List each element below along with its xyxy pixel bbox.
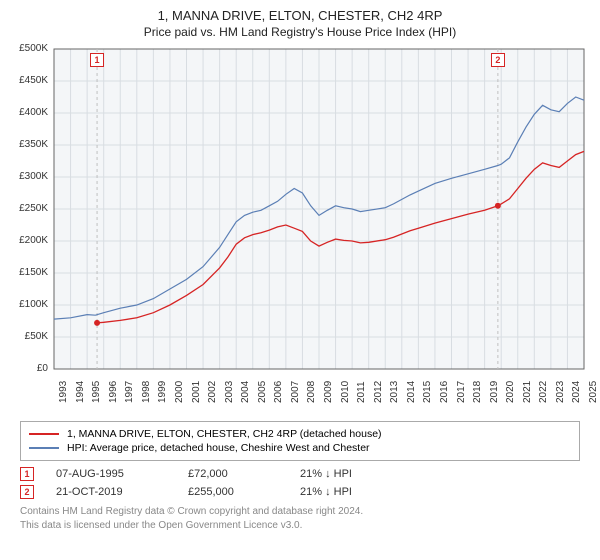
sales-table: 1 07-AUG-1995 £72,000 21% ↓ HPI 2 21-OCT-2019…	[20, 467, 590, 499]
x-tick-label: 2021	[522, 381, 533, 403]
legend-row: HPI: Average price, detached house, Ches…	[29, 442, 571, 454]
x-tick-label: 2011	[356, 381, 367, 403]
x-tick-label: 1993	[58, 381, 69, 403]
x-tick-label: 2002	[207, 381, 218, 403]
sales-row: 2 21-OCT-2019 £255,000 21% ↓ HPI	[20, 485, 590, 499]
footnote-line-2: This data is licensed under the Open Gov…	[20, 519, 590, 533]
sales-date: 21-OCT-2019	[56, 486, 166, 498]
footnote-line-1: Contains HM Land Registry data © Crown c…	[20, 505, 590, 519]
sales-delta: 21% ↓ HPI	[300, 486, 352, 498]
x-tick-label: 1997	[124, 381, 135, 403]
legend: 1, MANNA DRIVE, ELTON, CHESTER, CH2 4RP …	[20, 421, 580, 461]
y-tick-label: £300K	[10, 171, 48, 182]
x-tick-label: 2023	[555, 381, 566, 403]
sale-marker-1: 1	[90, 53, 104, 67]
sales-delta: 21% ↓ HPI	[300, 468, 352, 480]
chart-title: 1, MANNA DRIVE, ELTON, CHESTER, CH2 4RP	[10, 8, 590, 23]
x-tick-label: 2025	[588, 381, 599, 403]
x-tick-label: 2010	[340, 381, 351, 403]
chart-area: £0 £50K £100K £150K £200K £250K £300K £350K £400…	[10, 45, 590, 415]
x-tick-label: 2018	[472, 381, 483, 403]
x-tick-label: 1999	[157, 381, 168, 403]
chart-subtitle: Price paid vs. HM Land Registry's House …	[10, 25, 590, 39]
y-tick-label: £0	[10, 363, 48, 374]
x-tick-label: 1995	[91, 381, 102, 403]
chart-svg	[10, 45, 590, 415]
x-tick-label: 2000	[174, 381, 185, 403]
x-tick-label: 2019	[489, 381, 500, 403]
legend-label: 1, MANNA DRIVE, ELTON, CHESTER, CH2 4RP …	[67, 428, 382, 440]
chart-container: 1, MANNA DRIVE, ELTON, CHESTER, CH2 4RP …	[0, 0, 600, 560]
y-tick-label: £150K	[10, 267, 48, 278]
y-tick-label: £200K	[10, 235, 48, 246]
legend-swatch	[29, 433, 59, 435]
y-tick-label: £400K	[10, 107, 48, 118]
x-tick-label: 2017	[456, 381, 467, 403]
x-tick-label: 2014	[406, 381, 417, 403]
x-tick-label: 2001	[191, 381, 202, 403]
x-tick-label: 2013	[389, 381, 400, 403]
x-tick-label: 2004	[240, 381, 251, 403]
sale-marker-2: 2	[491, 53, 505, 67]
y-tick-label: £500K	[10, 43, 48, 54]
x-tick-label: 2022	[538, 381, 549, 403]
x-tick-label: 2005	[257, 381, 268, 403]
x-tick-label: 1998	[141, 381, 152, 403]
y-tick-label: £100K	[10, 299, 48, 310]
y-tick-label: £450K	[10, 75, 48, 86]
sales-marker: 2	[20, 485, 34, 499]
legend-label: HPI: Average price, detached house, Ches…	[67, 442, 370, 454]
x-tick-label: 2024	[571, 381, 582, 403]
footnote: Contains HM Land Registry data © Crown c…	[20, 505, 590, 532]
y-tick-label: £50K	[10, 331, 48, 342]
y-tick-label: £250K	[10, 203, 48, 214]
sales-marker: 1	[20, 467, 34, 481]
x-tick-label: 2020	[505, 381, 516, 403]
x-tick-label: 2009	[323, 381, 334, 403]
sales-date: 07-AUG-1995	[56, 468, 166, 480]
sales-price: £255,000	[188, 486, 278, 498]
x-tick-label: 2003	[224, 381, 235, 403]
x-tick-label: 1994	[75, 381, 86, 403]
x-tick-label: 2012	[373, 381, 384, 403]
legend-swatch	[29, 447, 59, 449]
x-tick-label: 2006	[273, 381, 284, 403]
x-tick-label: 1996	[108, 381, 119, 403]
sales-row: 1 07-AUG-1995 £72,000 21% ↓ HPI	[20, 467, 590, 481]
x-tick-label: 2015	[422, 381, 433, 403]
x-tick-label: 2007	[290, 381, 301, 403]
x-tick-label: 2016	[439, 381, 450, 403]
x-tick-label: 2008	[306, 381, 317, 403]
legend-row: 1, MANNA DRIVE, ELTON, CHESTER, CH2 4RP …	[29, 428, 571, 440]
sales-price: £72,000	[188, 468, 278, 480]
y-tick-label: £350K	[10, 139, 48, 150]
